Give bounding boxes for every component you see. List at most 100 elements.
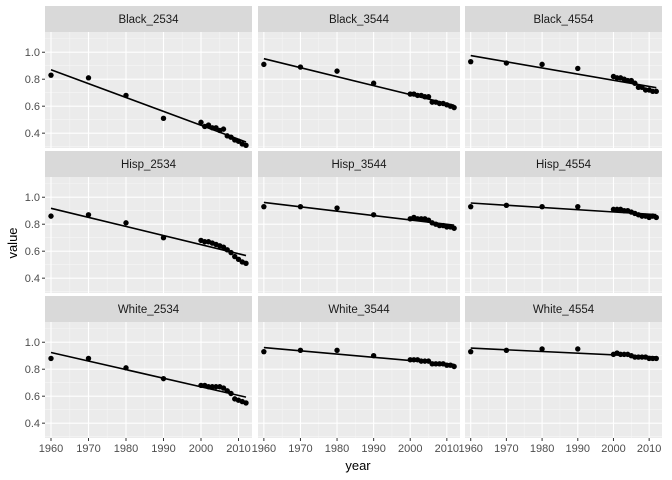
data-point xyxy=(297,347,304,354)
data-point xyxy=(123,365,129,371)
data-point xyxy=(261,348,267,355)
facet-panel: Hisp_2534 xyxy=(45,151,252,293)
data-point xyxy=(334,347,340,354)
data-point xyxy=(653,214,659,221)
y-tick-label: 0.4 xyxy=(25,273,40,285)
trend-line xyxy=(263,201,455,226)
data-point xyxy=(334,205,340,211)
facet-panel: Hisp_4554 xyxy=(465,151,662,293)
data-point xyxy=(224,247,230,253)
x-tick-label: 1990 xyxy=(566,443,590,455)
data-point xyxy=(220,244,227,250)
y-tick-label: 0.4 xyxy=(25,128,40,140)
panel-background xyxy=(45,322,252,438)
x-tick-label: 2000 xyxy=(601,443,625,455)
x-tick-label: 1960 xyxy=(458,443,482,455)
data-point xyxy=(503,202,510,209)
y-tick-label: 0.6 xyxy=(25,391,40,403)
x-tick-label: 1970 xyxy=(494,443,518,455)
data-point xyxy=(425,94,432,100)
data-point xyxy=(297,64,304,70)
data-point xyxy=(228,249,234,256)
y-tick-label: 0.8 xyxy=(25,219,40,231)
facet-strip-label: White_4554 xyxy=(533,304,595,316)
data-point xyxy=(198,382,204,389)
x-tick-label: 2010 xyxy=(435,443,459,455)
x-tick-label: 1980 xyxy=(530,443,554,455)
data-point xyxy=(503,60,510,66)
data-point xyxy=(334,68,340,74)
facet-strip-label: Hisp_3544 xyxy=(332,159,388,171)
data-point xyxy=(209,384,215,390)
x-tick-label: 1970 xyxy=(76,443,100,455)
data-point xyxy=(503,347,510,354)
facet-strip-label: Black_2534 xyxy=(118,14,179,26)
x-tick-label: 2000 xyxy=(398,443,422,455)
data-point xyxy=(370,353,377,359)
panel-background xyxy=(258,322,460,438)
y-tick-label: 0.8 xyxy=(25,74,40,86)
facet-panel: Black_4554 xyxy=(465,6,662,148)
x-tick-label: 1980 xyxy=(114,443,138,455)
data-point xyxy=(48,213,54,219)
data-point xyxy=(228,390,234,397)
y-tick-label: 0.6 xyxy=(25,246,40,258)
data-point xyxy=(468,203,474,210)
data-point xyxy=(370,212,377,218)
facet-panel: White_3544 xyxy=(258,296,460,438)
data-point xyxy=(653,355,659,362)
facet-strip-label: Black_4554 xyxy=(533,14,594,26)
data-point xyxy=(632,80,638,86)
data-point xyxy=(213,384,219,390)
x-tick-label: 1990 xyxy=(361,443,385,455)
y-tick-label: 0.8 xyxy=(25,364,40,376)
y-tick-label: 1.0 xyxy=(25,47,40,59)
facet-panel: White_4554 xyxy=(465,296,662,438)
data-point xyxy=(160,234,167,241)
facet-strip-label: Hisp_2534 xyxy=(121,159,177,171)
facet-strip xyxy=(465,151,662,177)
facet-panel: Hisp_3544 xyxy=(258,151,460,293)
data-point xyxy=(209,125,215,131)
facet-strip xyxy=(465,6,662,32)
y-tick-label: 0.4 xyxy=(25,418,40,430)
panel-background xyxy=(465,322,662,438)
x-axis: 1960 1970 1980 1990 2000 2010 1960 1970 1980 1990… xyxy=(39,438,661,455)
x-tick-label: 1960 xyxy=(252,443,276,455)
data-point xyxy=(235,256,242,262)
facet-strip xyxy=(258,6,460,32)
data-point xyxy=(451,363,457,370)
data-point xyxy=(220,385,227,391)
facet-strip xyxy=(258,151,460,177)
facet-panel: White_2534 xyxy=(45,296,252,438)
y-tick-label: 1.0 xyxy=(25,192,40,204)
facet-strip xyxy=(258,296,460,322)
y-axis-title: value xyxy=(5,227,20,258)
x-tick-label: 1980 xyxy=(325,443,349,455)
data-point xyxy=(575,65,581,72)
data-point xyxy=(85,355,92,362)
facet-strip-label: White_2534 xyxy=(118,304,180,316)
trend-line xyxy=(50,351,247,398)
facet-strip xyxy=(45,296,252,322)
panel-background xyxy=(258,32,460,148)
trend-line xyxy=(470,54,657,89)
data-point xyxy=(261,203,267,210)
data-point xyxy=(370,80,377,86)
x-tick-label: 2010 xyxy=(226,443,250,455)
data-point xyxy=(243,142,249,149)
x-tick-label: 2010 xyxy=(637,443,661,455)
data-point xyxy=(160,375,167,382)
data-point xyxy=(205,384,212,390)
facet-strip xyxy=(45,151,252,177)
data-point xyxy=(160,115,167,122)
data-point xyxy=(198,119,204,126)
x-tick-label: 1990 xyxy=(151,443,175,455)
data-point xyxy=(243,400,249,406)
data-point xyxy=(451,225,457,231)
facet-strip-label: Hisp_4554 xyxy=(536,159,592,171)
x-axis-title: year xyxy=(345,458,371,473)
y-tick-label: 1.0 xyxy=(25,337,40,349)
data-point xyxy=(261,61,267,68)
data-point xyxy=(232,253,238,260)
